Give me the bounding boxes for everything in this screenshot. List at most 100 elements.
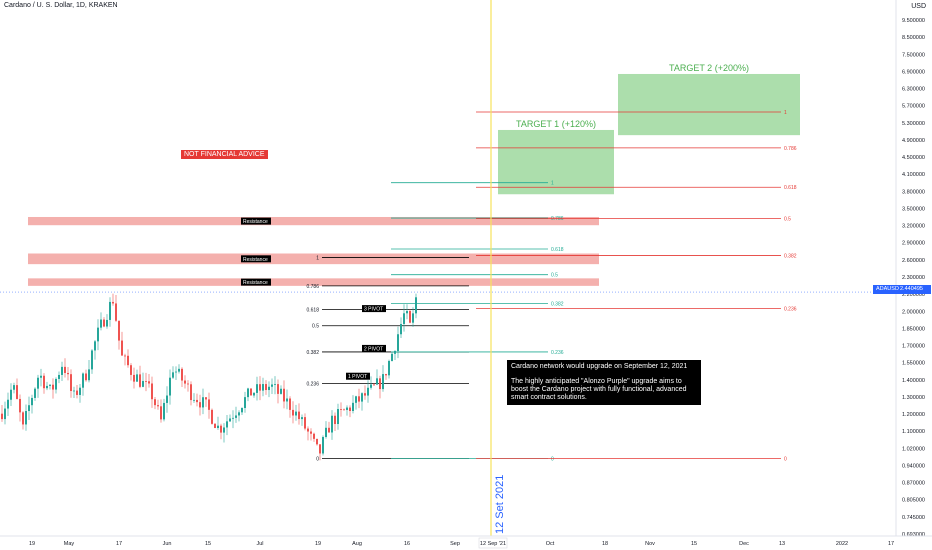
- candle-body: [235, 415, 237, 418]
- y-axis-currency[interactable]: USD: [911, 3, 926, 10]
- candle-body: [70, 374, 72, 392]
- candle-body: [46, 385, 48, 389]
- x-tick-label: 2022: [836, 541, 848, 547]
- candle-body: [31, 397, 33, 406]
- x-tick-label: 12 Sep '21: [480, 541, 506, 547]
- candle-body: [124, 355, 126, 357]
- candle-body: [322, 436, 324, 454]
- candle-body: [139, 374, 141, 387]
- news-annotation: Cardano network would upgrade on Septemb…: [507, 360, 701, 405]
- fib-right-label: 0.236: [784, 307, 797, 313]
- candle-body: [253, 392, 255, 396]
- candle-body: [292, 409, 294, 416]
- candle-body: [106, 319, 108, 327]
- candle-body: [55, 378, 57, 390]
- y-tick-label: 1.550000: [902, 361, 925, 367]
- y-tick-label: 6.300000: [902, 87, 925, 93]
- candle-body: [307, 428, 309, 432]
- x-tick-label: 16: [404, 541, 410, 547]
- pivot-label: 1 PIVOT: [348, 374, 367, 380]
- candle-body: [349, 407, 351, 411]
- pivot-badge: [362, 305, 386, 313]
- y-tick-label: 1.700000: [902, 344, 925, 350]
- y-tick-label: 0.940000: [902, 463, 925, 469]
- candle-body: [58, 374, 60, 379]
- candle-body: [52, 384, 54, 390]
- candle-body: [304, 417, 306, 429]
- x-tick-highlight: [478, 537, 508, 549]
- fib-right-label: 0.786: [784, 146, 797, 152]
- y-tick-label: 9.500000: [902, 18, 925, 24]
- candle-body: [112, 301, 114, 304]
- candle-body: [4, 408, 6, 420]
- candle-body: [82, 373, 84, 388]
- y-tick-label: 2.600000: [902, 258, 925, 264]
- x-tick-label: 13: [779, 541, 785, 547]
- candle-body: [151, 383, 153, 400]
- candle-body: [358, 396, 360, 402]
- fib-right-label: 0: [784, 457, 787, 463]
- candle-body: [220, 425, 222, 433]
- price-tag-value: 2.440495: [900, 286, 923, 292]
- y-tick-label: 1.400000: [902, 378, 925, 384]
- candle-body: [211, 409, 213, 424]
- candle-body: [352, 402, 354, 411]
- currency-label: USD: [911, 3, 926, 10]
- x-tick-label: 17: [116, 541, 122, 547]
- candle-body: [397, 334, 399, 351]
- y-tick-label: 0.693000: [902, 532, 925, 538]
- x-tick-label: 17: [888, 541, 894, 547]
- y-tick-label: 0.745000: [902, 515, 925, 521]
- candle-body: [289, 398, 291, 410]
- candle-body: [1, 413, 3, 420]
- candle-body: [226, 421, 228, 428]
- pivot-label: 3 PIVOT: [364, 307, 383, 313]
- candle-body: [19, 398, 21, 413]
- candle-body: [379, 378, 381, 390]
- candle-body: [181, 368, 183, 381]
- candle-body: [73, 390, 75, 392]
- x-tick-label: 19: [315, 541, 321, 547]
- candle-body: [97, 327, 99, 342]
- not-financial-advice-badge: NOT FINANCIAL ADVICE: [181, 150, 268, 159]
- y-tick-label: 7.500000: [902, 52, 925, 58]
- candle-body: [229, 418, 231, 422]
- candle-body: [247, 388, 249, 398]
- candle-body: [13, 385, 15, 390]
- candle-body: [100, 319, 102, 328]
- y-tick-label: 4.900000: [902, 138, 925, 144]
- candle-body: [271, 384, 273, 387]
- y-tick-label: 1.300000: [902, 395, 925, 401]
- news-body: The highly anticipated "Alonzo Purple" u…: [511, 378, 687, 401]
- fib-left-label: 0.5: [312, 324, 319, 330]
- candle-body: [283, 388, 285, 402]
- candle-body: [109, 301, 111, 320]
- x-tick-label: 15: [691, 541, 697, 547]
- candle-body: [274, 384, 276, 385]
- candle-body: [373, 384, 375, 386]
- candle-body: [298, 411, 300, 420]
- candle-body: [259, 384, 261, 391]
- candle-body: [202, 397, 204, 408]
- target-zone: [618, 73, 800, 136]
- candle-body: [7, 399, 9, 409]
- candle-body: [328, 427, 330, 433]
- current-price-tag[interactable]: ADAUSD 2.440495: [873, 285, 931, 294]
- candle-body: [148, 381, 150, 384]
- candle-body: [40, 375, 42, 378]
- candle-body: [25, 411, 27, 425]
- x-axis: 19 May 17 Jun 15 Jul 19 Aug 16 Sep 12 Sep '21 Oct 18…: [0, 535, 932, 549]
- y-tick-label: 5.700000: [902, 104, 925, 110]
- candle-body: [154, 399, 156, 406]
- y-tick-label: 3.500000: [902, 206, 925, 212]
- candle-body: [388, 360, 390, 376]
- resistance-zones: Resistance Resistance Resistance: [28, 216, 599, 286]
- candle-body: [76, 390, 78, 395]
- fib-left-label: 0: [316, 457, 319, 463]
- resistance-badge: [241, 217, 271, 225]
- candle-body: [22, 412, 24, 425]
- candle-body: [43, 375, 45, 389]
- candle-body: [385, 374, 387, 376]
- fib-left-label: 0.618: [306, 307, 319, 313]
